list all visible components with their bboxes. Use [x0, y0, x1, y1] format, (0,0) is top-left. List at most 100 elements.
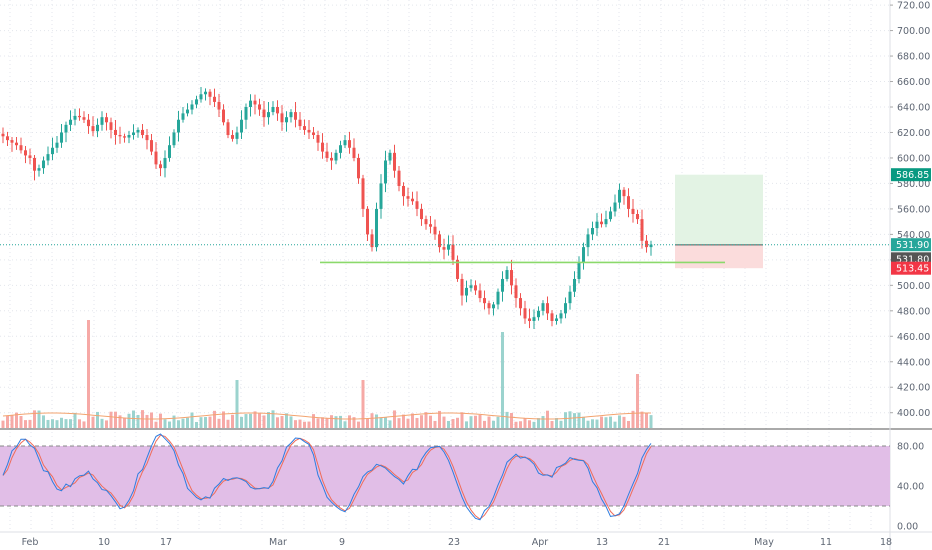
- candle: [541, 303, 545, 311]
- candle: [595, 221, 599, 229]
- volume-bar: [397, 418, 401, 428]
- candle: [145, 135, 149, 141]
- volume-bar: [127, 413, 131, 428]
- volume-bar: [478, 414, 482, 428]
- volume-bar: [118, 415, 122, 428]
- candle: [600, 221, 603, 225]
- volume-bar: [105, 420, 108, 428]
- candle: [127, 135, 131, 138]
- candle: [388, 152, 392, 161]
- candle: [622, 189, 626, 197]
- volume-bar: [636, 374, 639, 428]
- candle: [415, 201, 419, 209]
- volume-bar: [487, 416, 491, 428]
- candle: [262, 109, 266, 118]
- volume-bar: [91, 416, 95, 428]
- volume-bar: [303, 421, 306, 428]
- candle: [586, 234, 590, 248]
- price-tick-label: 480.00: [897, 306, 930, 317]
- candle: [6, 136, 9, 141]
- volume-bar: [172, 415, 176, 428]
- candle: [492, 304, 495, 309]
- oscillator-d-line: [2, 434, 652, 520]
- volume-bar: [330, 415, 333, 428]
- candle: [163, 157, 167, 169]
- candle: [231, 135, 234, 139]
- candle: [325, 151, 329, 158]
- volume-bar: [393, 410, 396, 428]
- candle: [316, 135, 320, 143]
- volume-bar: [564, 412, 567, 428]
- candle: [465, 287, 468, 296]
- candle: [222, 109, 225, 123]
- time-tick-label: Apr: [532, 537, 549, 548]
- volume-bar: [582, 416, 585, 428]
- candle: [550, 313, 554, 321]
- volume-bar: [109, 411, 113, 428]
- volume-bar: [100, 418, 104, 428]
- volume-bar: [190, 412, 194, 428]
- oscillator-k-line: [2, 433, 652, 521]
- candle: [226, 122, 230, 136]
- volume-bar: [559, 420, 563, 428]
- candle: [235, 132, 239, 139]
- oscillator-band: [0, 446, 890, 506]
- volume-bar: [406, 418, 410, 428]
- candle: [60, 132, 63, 143]
- candle: [604, 219, 608, 225]
- candle: [150, 140, 153, 152]
- volume-bar: [181, 418, 185, 428]
- candle: [258, 104, 261, 110]
- volume-bar: [136, 414, 140, 428]
- candle: [366, 208, 369, 235]
- candle: [51, 147, 54, 155]
- volume-bar: [492, 420, 495, 428]
- position-tool: [675, 174, 763, 269]
- volume-bar: [177, 420, 180, 428]
- candle: [141, 129, 144, 136]
- candle: [46, 154, 50, 161]
- volume-ma-line: [2, 412, 651, 420]
- candle: [217, 101, 221, 110]
- volume-bar: [352, 417, 356, 428]
- candle: [267, 112, 270, 118]
- oscillator-pane: [0, 433, 890, 521]
- volume-bar: [460, 412, 464, 428]
- volume-bar: [73, 412, 77, 428]
- volume-bar: [411, 413, 414, 428]
- volume-bar: [618, 415, 621, 428]
- price-lines: [0, 244, 890, 264]
- volume-bar: [195, 421, 198, 428]
- candle: [307, 129, 311, 133]
- candle: [19, 145, 23, 151]
- time-tick-label: Mar: [269, 537, 287, 548]
- volume-bar: [555, 418, 558, 428]
- price-tick-label: 460.00: [897, 332, 930, 343]
- candle: [195, 99, 198, 105]
- volume-bar: [262, 415, 266, 428]
- volume-bar: [1, 420, 5, 428]
- price-tick-label: 700.00: [897, 26, 930, 37]
- volume-bar: [28, 419, 32, 428]
- time-tick-label: 9: [339, 537, 345, 548]
- volume-bar: [312, 414, 315, 428]
- volume-bar: [168, 421, 171, 428]
- candle: [438, 234, 441, 248]
- candle: [172, 132, 176, 146]
- volume-bar: [213, 410, 216, 428]
- candle: [582, 247, 585, 263]
- candle: [24, 150, 27, 156]
- candle: [546, 303, 549, 314]
- time-tick-label: 11: [820, 537, 832, 548]
- volume-bar: [325, 417, 329, 428]
- volume-bar: [204, 417, 207, 428]
- candle: [289, 112, 293, 118]
- candle: [253, 100, 257, 105]
- volume-bar: [505, 411, 509, 428]
- candle: [69, 119, 72, 125]
- candle: [451, 244, 455, 260]
- price-tick-label: 500.00: [897, 281, 930, 292]
- candle: [532, 317, 536, 321]
- volume-bars: [1, 320, 653, 428]
